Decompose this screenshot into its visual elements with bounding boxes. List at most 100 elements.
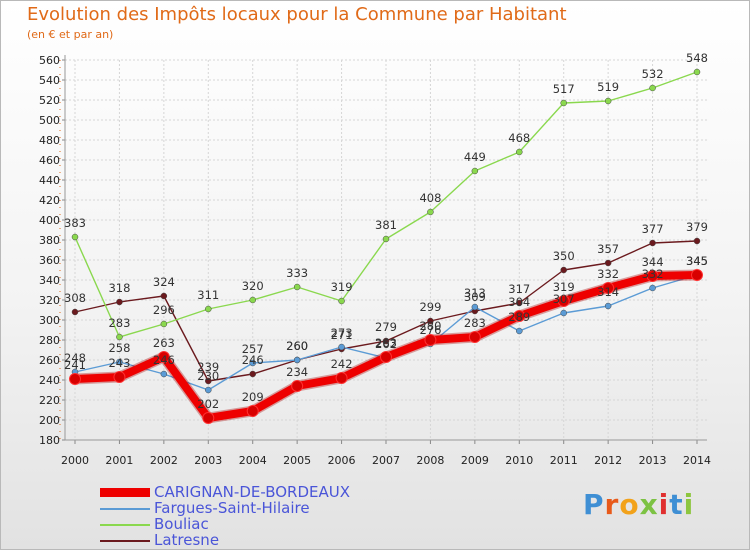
data-label-fargues-saint-hilaire: 332 <box>642 267 664 281</box>
data-label-fargues-saint-hilaire: 276 <box>419 323 441 337</box>
point-bouliac <box>471 167 479 175</box>
data-label-bouliac: 320 <box>242 279 264 293</box>
legend-label-fargues: Fargues-Saint-Hilaire <box>154 499 310 517</box>
data-label-bouliac: 319 <box>331 280 353 294</box>
point-bouliac <box>338 297 345 305</box>
logo-letter: i <box>658 488 670 521</box>
data-label-latresne: 308 <box>64 291 86 305</box>
legend-swatch-latresne <box>100 540 150 542</box>
point-fargues-saint-hilaire <box>116 358 123 366</box>
logo-letter: o <box>619 488 640 521</box>
data-label-carignan-de-bordeaux: 234 <box>286 365 308 379</box>
x-tick-label: 2002 <box>150 454 178 467</box>
data-label-fargues-saint-hilaire: 313 <box>464 286 486 300</box>
y-tick-label: 320 <box>39 294 60 307</box>
point-fargues-saint-hilaire <box>516 327 523 335</box>
chart-title: Evolution des Impôts locaux pour la Comm… <box>27 4 567 25</box>
point-carignan-de-bordeaux <box>691 269 703 281</box>
point-carignan-de-bordeaux <box>513 310 526 322</box>
y-tick-label: 500 <box>39 114 60 127</box>
point-carignan-de-bordeaux <box>246 405 259 417</box>
data-label-carignan-de-bordeaux: 345 <box>686 254 708 268</box>
y-tick-label: 540 <box>39 74 60 87</box>
y-tick-label: 520 <box>39 94 60 107</box>
data-label-bouliac: 548 <box>686 51 708 65</box>
x-tick-label: 2014 <box>683 454 711 467</box>
point-carignan-de-bordeaux <box>202 412 215 424</box>
y-tick-label: 460 <box>39 154 60 167</box>
data-label-fargues-saint-hilaire: 314 <box>597 285 619 299</box>
logo-letter: P <box>583 488 605 521</box>
point-latresne <box>516 299 523 307</box>
x-tick-label: 2010 <box>505 454 533 467</box>
point-bouliac <box>427 208 434 216</box>
legend-swatch-bouliac <box>100 524 150 526</box>
data-labels-layer: 308 318 324 239 246 260 271 279 299 309 317 350 357 3… <box>64 51 708 411</box>
data-label-fargues-saint-hilaire: 258 <box>108 341 130 355</box>
data-label-latresne: 379 <box>686 220 708 234</box>
point-carignan-de-bordeaux <box>113 371 126 383</box>
legend-label-bouliac: Bouliac <box>154 515 209 533</box>
y-tick-label: 440 <box>39 174 60 187</box>
data-label-fargues-saint-hilaire: 289 <box>508 310 530 324</box>
data-label-fargues-saint-hilaire: 307 <box>553 292 575 306</box>
data-label-carignan-de-bordeaux: 263 <box>153 336 175 350</box>
point-fargues-saint-hilaire <box>604 302 612 310</box>
data-label-carignan-de-bordeaux: 263 <box>375 336 397 350</box>
point-carignan-de-bordeaux <box>557 295 570 307</box>
point-latresne <box>116 298 123 306</box>
legend-swatch-fargues <box>100 508 150 510</box>
data-label-carignan-de-bordeaux: 344 <box>642 255 664 269</box>
x-tick-label: 2006 <box>328 454 356 467</box>
logo-letter: t <box>669 488 684 521</box>
data-label-bouliac: 517 <box>553 82 575 96</box>
data-label-bouliac: 296 <box>153 303 175 317</box>
data-label-latresne: 377 <box>642 222 664 236</box>
point-bouliac <box>516 148 523 156</box>
point-bouliac <box>160 320 168 328</box>
y-tick-label: 180 <box>39 434 60 447</box>
point-bouliac <box>693 68 701 76</box>
y-tick-label: 220 <box>39 394 60 407</box>
point-bouliac <box>560 99 567 107</box>
x-tick-label: 2011 <box>550 454 578 467</box>
data-label-latresne: 246 <box>242 353 264 367</box>
data-label-latresne: 260 <box>286 339 308 353</box>
data-label-latresne: 350 <box>553 249 575 263</box>
data-label-latresne: 299 <box>419 300 441 314</box>
data-label-carignan-de-bordeaux: 243 <box>108 356 130 370</box>
point-bouliac <box>116 333 123 341</box>
point-bouliac <box>293 283 301 291</box>
y-tick-label: 380 <box>39 234 60 247</box>
chart-subtitle: (en € et par an) <box>27 28 114 41</box>
point-latresne <box>249 370 256 378</box>
point-fargues-saint-hilaire <box>649 284 656 292</box>
x-tick-label: 2004 <box>239 454 267 467</box>
point-bouliac <box>71 233 79 241</box>
data-label-carignan-de-bordeaux: 202 <box>197 397 219 411</box>
x-tick-label: 2003 <box>194 454 222 467</box>
point-latresne <box>160 292 168 300</box>
logo-letter: x <box>639 488 659 521</box>
point-latresne <box>427 317 434 325</box>
data-label-fargues-saint-hilaire: 260 <box>286 339 308 353</box>
data-label-fargues-saint-hilaire: 257 <box>242 342 264 356</box>
data-label-carignan-de-bordeaux: 280 <box>419 319 441 333</box>
x-tick-label: 2012 <box>594 454 622 467</box>
point-fargues-saint-hilaire <box>293 356 301 364</box>
data-label-bouliac: 519 <box>597 80 619 94</box>
y-tick-label: 480 <box>39 134 60 147</box>
x-tick-label: 2005 <box>283 454 311 467</box>
legend-label-latresne: Latresne <box>154 531 220 549</box>
point-bouliac <box>205 305 212 313</box>
point-fargues-saint-hilaire <box>205 386 212 394</box>
y-tick-label: 280 <box>39 334 60 347</box>
y-tick-label: 260 <box>39 354 60 367</box>
data-label-fargues-saint-hilaire: 248 <box>64 351 86 365</box>
data-label-fargues-saint-hilaire: 273 <box>331 326 353 340</box>
y-tick-label: 420 <box>39 194 60 207</box>
data-label-carignan-de-bordeaux: 304 <box>508 295 530 309</box>
data-label-latresne: 317 <box>508 282 530 296</box>
data-label-latresne: 271 <box>331 328 353 342</box>
